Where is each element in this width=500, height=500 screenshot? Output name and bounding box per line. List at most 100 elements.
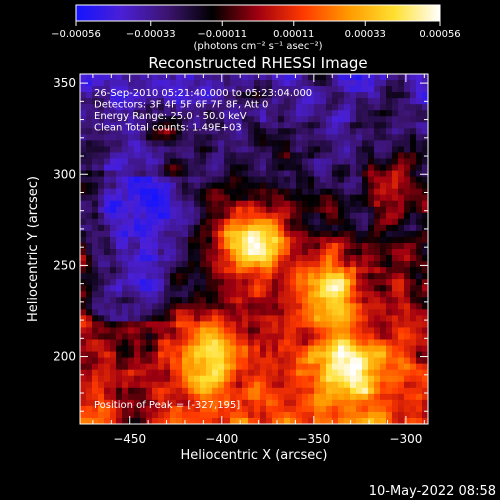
heatmap-pixel [350,164,357,171]
heatmap-pixel [254,122,261,129]
heatmap-pixel [128,110,135,117]
heatmap-pixel [284,188,291,196]
heatmap-pixel [296,170,303,177]
heatmap-pixel [326,98,333,105]
heatmap-pixel [260,387,267,395]
heatmap-pixel [398,303,405,310]
heatmap-pixel [188,134,195,141]
heatmap-pixel [158,333,165,340]
heatmap-pixel [356,218,363,226]
heatmap-pixel [170,104,177,111]
heatmap-pixel [260,158,267,165]
heatmap-pixel [386,273,393,280]
heatmap-pixel [386,80,393,87]
heatmap-pixel [254,261,261,268]
heatmap-pixel [290,381,297,389]
heatmap-pixel [398,375,405,383]
heatmap-pixel [296,321,303,328]
heatmap-pixel [284,74,291,81]
heatmap-pixel [182,327,189,334]
heatmap-pixel [326,146,333,153]
heatmap-pixel [392,200,399,208]
heatmap-pixel [116,80,123,87]
heatmap-pixel [290,375,297,383]
heatmap-pixel [116,182,123,190]
heatmap-pixel [338,128,345,135]
heatmap-pixel [116,291,123,298]
heatmap-pixel [272,110,279,117]
heatmap-pixel [254,176,261,184]
heatmap-pixel [206,363,213,371]
heatmap-pixel [146,339,153,346]
footer-timestamp: 10-May-2022 08:58 [369,484,496,499]
heatmap-pixel [362,375,369,383]
heatmap-pixel [248,170,255,177]
heatmap-pixel [110,104,117,111]
heatmap-pixel [296,152,303,159]
heatmap-pixel [164,369,171,377]
heatmap-pixel [182,273,189,280]
heatmap-pixel [272,297,279,304]
heatmap-pixel [176,291,183,298]
heatmap-pixel [224,309,231,316]
heatmap-pixel [422,267,429,274]
heatmap-pixel [110,230,117,238]
heatmap-pixel [86,327,93,334]
heatmap-pixel [380,357,387,365]
heatmap-pixel [392,152,399,159]
heatmap-pixel [314,297,321,304]
heatmap-pixel [356,297,363,304]
heatmap-pixel [302,158,309,165]
heatmap-pixel [140,381,147,389]
heatmap-pixel [176,134,183,141]
heatmap-pixel [404,321,411,328]
heatmap-pixel [206,230,213,238]
heatmap-pixel [104,146,111,153]
heatmap-pixel [266,393,273,401]
heatmap-pixel [410,291,417,298]
heatmap-pixel [176,273,183,280]
heatmap-pixel [200,411,207,419]
heatmap-pixel [248,182,255,190]
heatmap-pixel [230,164,237,171]
heatmap-pixel [170,375,177,383]
heatmap-pixel [200,110,207,117]
heatmap-pixel [290,309,297,316]
heatmap-pixel [326,327,333,334]
heatmap-pixel [254,152,261,159]
heatmap-pixel [80,92,87,99]
heatmap-pixel [254,128,261,135]
heatmap-pixel [86,212,93,220]
heatmap-pixel [242,86,249,93]
heatmap-pixel [290,339,297,346]
heatmap-pixel [110,98,117,105]
heatmap-pixel [158,411,165,419]
heatmap-pixel [332,188,339,196]
heatmap-pixel [314,146,321,153]
heatmap-pixel [362,98,369,105]
heatmap-pixel [200,176,207,184]
heatmap-pixel [308,393,315,401]
heatmap-pixel [320,327,327,334]
heatmap-pixel [410,98,417,105]
heatmap-pixel [380,80,387,87]
heatmap-pixel [278,357,285,365]
heatmap-pixel [140,236,147,244]
heatmap-pixel [182,363,189,371]
heatmap-pixel [308,363,315,371]
heatmap-pixel [410,333,417,340]
heatmap-pixel [206,146,213,153]
heatmap-pixel [146,104,153,111]
heatmap-pixel [140,194,147,202]
heatmap-pixel [134,399,141,407]
heatmap-pixel [356,351,363,359]
heatmap-pixel [398,309,405,316]
heatmap-pixel [140,279,147,286]
heatmap-pixel [116,74,123,81]
heatmap-pixel [218,255,225,262]
heatmap-pixel [254,86,261,93]
heatmap-pixel [296,146,303,153]
heatmap-pixel [92,369,99,377]
heatmap-pixel [206,285,213,292]
heatmap-pixel [146,200,153,208]
